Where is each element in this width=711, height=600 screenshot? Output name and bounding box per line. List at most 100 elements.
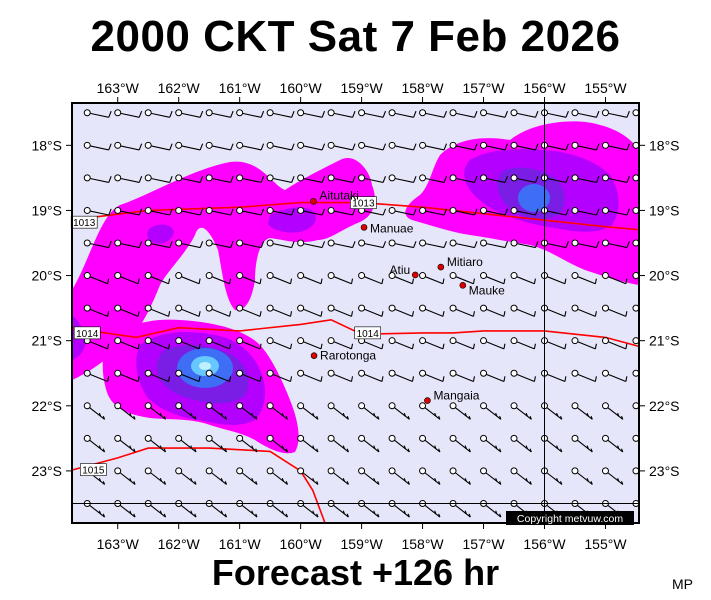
- wind-barb: [83, 402, 106, 420]
- wind-barb: [144, 402, 167, 420]
- wind-barb: [205, 467, 228, 485]
- wind-barb: [510, 272, 536, 285]
- wind-barb: [236, 141, 265, 151]
- wind-barb: [449, 141, 478, 151]
- wind-barb: [358, 467, 380, 485]
- lat-label: 19°S: [649, 202, 680, 218]
- wind-barb: [480, 369, 506, 382]
- wind-barb: [541, 467, 563, 485]
- wind-barb: [266, 434, 288, 453]
- longitude-labels-top: 163°W 162°W 161°W 160°W 159°W 158°W 157°W 156°W…: [97, 80, 628, 96]
- lon-label: 160°W: [280, 80, 323, 96]
- wind-barb: [510, 109, 539, 118]
- wind-barb: [297, 304, 323, 317]
- place-label: Rarotonga: [320, 349, 376, 363]
- wind-barb: [205, 304, 232, 317]
- lon-label: 161°W: [219, 80, 262, 96]
- wind-barb: [266, 206, 295, 216]
- wind-barb: [83, 109, 112, 118]
- wind-barb: [297, 467, 319, 485]
- wind-barb: [114, 434, 136, 453]
- lat-label: 18°S: [31, 137, 62, 153]
- wind-barb: [236, 109, 265, 118]
- wind-barb: [449, 467, 471, 485]
- copyright-text: Copyright metvuw.com: [517, 513, 623, 525]
- place-label: Mangaia: [433, 389, 479, 403]
- wind-barb: [601, 206, 630, 216]
- lat-label: 19°S: [31, 202, 62, 218]
- wind-barb: [114, 272, 140, 285]
- lon-label: 159°W: [341, 80, 384, 96]
- wind-barb: [388, 141, 417, 151]
- wind-barb: [510, 467, 532, 485]
- wind-barb: [571, 304, 597, 317]
- wind-barb: [297, 174, 326, 183]
- isobar-label-1014: 1014: [73, 326, 101, 340]
- wind-barb: [297, 109, 326, 118]
- lat-label: 21°S: [31, 333, 62, 349]
- wind-barb: [297, 402, 319, 420]
- wind-barb: [83, 272, 110, 285]
- lon-label: 163°W: [97, 536, 140, 552]
- wind-barb: [266, 402, 288, 420]
- isobar-1015: [72, 447, 326, 523]
- wind-barb: [449, 272, 475, 285]
- lon-label: 162°W: [158, 80, 201, 96]
- wind-barb: [144, 206, 173, 216]
- reference-lines: [72, 103, 639, 523]
- place-mauke: Mauke: [459, 282, 505, 297]
- wind-barb: [510, 402, 532, 420]
- wind-barb: [449, 174, 478, 183]
- wind-barb: [83, 239, 112, 249]
- wind-barb: [388, 109, 417, 118]
- wind-barb: [175, 402, 197, 420]
- wind-barb: [419, 174, 448, 183]
- wind-barb: [175, 239, 204, 249]
- wind-barb: [571, 109, 600, 118]
- wind-barb: [510, 369, 536, 382]
- wind-barb: [601, 174, 630, 183]
- wind-barb: [480, 434, 502, 453]
- longitude-labels-bottom: 163°W 162°W 161°W 160°W 159°W 158°W 157°W 156°W…: [97, 536, 628, 552]
- wind-barb: [144, 434, 167, 453]
- wind-barb: [419, 239, 448, 249]
- wind-barb: [480, 174, 508, 183]
- wind-barb: [358, 369, 384, 382]
- wind-barb: [83, 206, 112, 216]
- wind-barb: [449, 239, 478, 249]
- lat-label: 21°S: [649, 333, 680, 349]
- wind-barb: [205, 239, 234, 249]
- wind-barb: [449, 369, 475, 382]
- wind-barb: [327, 109, 356, 118]
- wind-barb: [571, 402, 593, 420]
- wind-barb: [510, 239, 539, 249]
- wind-barb: [419, 206, 448, 216]
- wind-barb: [236, 272, 262, 285]
- lon-label: 156°W: [523, 80, 566, 96]
- wind-barb: [175, 434, 197, 453]
- wind-barb: [236, 467, 258, 485]
- wind-barb: [175, 337, 201, 350]
- map-title: 2000 CKT Sat 7 Feb 2026: [90, 12, 621, 61]
- wind-barb: [266, 109, 295, 118]
- wind-barb: [480, 467, 502, 485]
- wind-barb: [601, 337, 628, 350]
- wind-barb: [266, 304, 293, 317]
- lon-label: 157°W: [462, 536, 505, 552]
- lon-label: 162°W: [158, 536, 201, 552]
- lon-label: 155°W: [584, 80, 627, 96]
- wind-barb: [175, 174, 204, 183]
- place-rarotonga: Rarotonga: [310, 349, 376, 363]
- wind-barb: [601, 304, 628, 317]
- wind-barb: [327, 206, 356, 216]
- wind-barb: [571, 206, 600, 216]
- isobar-label-1013: 1013: [350, 196, 377, 210]
- wind-barb: [236, 337, 262, 350]
- place-atiu: Atiu: [390, 263, 419, 279]
- wind-barb: [297, 239, 326, 249]
- wind-barb: [266, 239, 295, 249]
- wind-barb: [205, 206, 234, 216]
- wind-barb: [297, 369, 323, 382]
- wind-barb: [358, 272, 384, 285]
